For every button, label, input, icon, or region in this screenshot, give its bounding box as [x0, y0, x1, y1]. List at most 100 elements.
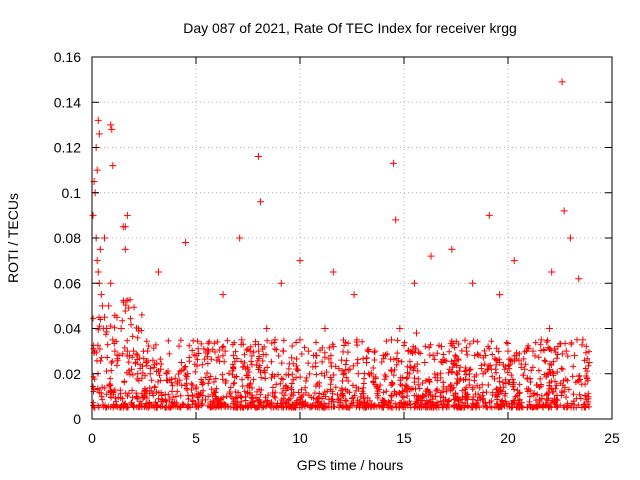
data-point-plus — [487, 365, 495, 373]
data-point-plus — [93, 166, 101, 174]
data-point-plus — [329, 343, 337, 351]
data-point-plus — [548, 268, 556, 276]
data-point-plus — [125, 352, 133, 360]
data-point-plus — [410, 279, 418, 287]
data-point-plus — [562, 347, 570, 355]
data-point-plus — [105, 302, 113, 310]
data-point-plus — [109, 162, 117, 170]
data-point-plus — [529, 347, 537, 355]
data-point-plus — [128, 365, 136, 373]
data-point-plus — [479, 370, 487, 378]
data-point-plus — [579, 336, 587, 344]
data-point-plus — [198, 361, 206, 369]
y-tick-label: 0.1 — [62, 185, 82, 201]
data-point-plus — [221, 347, 229, 355]
data-point-plus — [95, 130, 103, 138]
data-point-plus — [107, 121, 115, 129]
data-point-plus — [429, 352, 437, 360]
data-point-plus — [138, 374, 146, 382]
y-axis-label: ROTI / TECUs — [5, 193, 21, 283]
data-points — [89, 78, 593, 382]
data-point-plus — [134, 370, 142, 378]
data-point-plus — [123, 211, 131, 219]
data-point-plus — [263, 325, 271, 332]
data-point-plus — [496, 358, 504, 366]
y-tick-label: 0.04 — [54, 321, 81, 337]
data-point-plus — [109, 336, 117, 344]
x-tick-label: 15 — [396, 430, 412, 446]
data-point-plus — [271, 336, 279, 344]
data-point-plus — [510, 257, 518, 265]
grid-lines — [92, 57, 612, 419]
data-point-plus — [121, 245, 129, 253]
data-point-plus — [371, 347, 379, 355]
data-point-plus — [213, 356, 221, 364]
data-point-plus — [313, 352, 321, 360]
data-point-plus — [108, 125, 116, 133]
data-point-plus — [537, 336, 545, 344]
data-point-plus — [184, 370, 192, 378]
data-point-plus — [363, 358, 371, 366]
data-point-plus — [236, 234, 244, 242]
data-point-plus — [546, 325, 554, 332]
y-tick-label: 0 — [73, 411, 81, 427]
data-point-plus — [446, 365, 454, 373]
data-point-plus — [471, 352, 479, 360]
data-point-plus — [454, 356, 462, 364]
data-point-plus — [115, 352, 123, 360]
data-point-plus — [304, 347, 312, 355]
data-point-plus — [404, 347, 412, 355]
y-tick-labels: 0 0.02 0.04 0.06 0.08 0.1 0.12 0.14 0.16 — [54, 49, 81, 427]
data-point-plus — [496, 291, 504, 299]
data-point-plus — [254, 340, 262, 348]
data-point-plus — [437, 343, 445, 351]
data-point-plus — [329, 268, 337, 276]
data-point-plus — [448, 245, 456, 253]
background-scatter-path — [90, 296, 593, 411]
y-tick-label: 0.14 — [54, 94, 81, 110]
axis-ticks — [91, 56, 613, 420]
data-point-plus — [554, 343, 562, 351]
data-point-plus — [121, 223, 129, 231]
data-point-plus — [585, 358, 593, 366]
data-point-plus — [100, 234, 108, 242]
data-point-plus — [321, 325, 329, 332]
data-point-plus — [238, 336, 246, 344]
y-tick-label: 0.02 — [54, 366, 81, 382]
data-point-plus — [571, 352, 579, 360]
data-point-plus — [204, 347, 212, 355]
data-point-plus — [277, 279, 285, 287]
data-point-plus — [279, 347, 287, 355]
x-tick-label: 20 — [500, 430, 516, 446]
data-point-plus — [182, 239, 190, 247]
data-point-plus — [150, 361, 158, 369]
data-point-plus — [192, 352, 200, 360]
data-point-plus — [96, 245, 104, 253]
data-point-plus — [171, 374, 179, 382]
data-point-plus — [392, 216, 400, 224]
data-point-plus — [346, 365, 354, 373]
data-point-plus — [350, 291, 358, 299]
data-point-plus — [98, 302, 106, 310]
data-point-plus — [354, 370, 362, 378]
data-point-plus — [155, 268, 163, 276]
data-point-plus — [462, 347, 470, 355]
data-point-plus — [117, 325, 125, 332]
y-tick-label: 0.06 — [54, 275, 81, 291]
data-point-plus — [421, 358, 429, 366]
data-point-plus — [94, 268, 102, 276]
data-point-plus — [296, 336, 304, 344]
data-point-plus — [111, 347, 119, 355]
data-point-plus — [296, 257, 304, 265]
data-point-plus — [388, 336, 396, 344]
data-point-plus — [163, 370, 171, 378]
data-point-plus — [566, 234, 574, 242]
data-point-plus — [575, 275, 583, 283]
y-tick-label: 0.08 — [54, 230, 81, 246]
data-point-plus — [97, 291, 105, 299]
data-point-plus — [94, 116, 102, 124]
x-tick-labels: 0 5 10 15 20 25 — [88, 430, 620, 446]
background-scatter-band — [90, 296, 593, 411]
data-point-plus — [558, 78, 566, 86]
data-point-plus — [177, 358, 185, 366]
